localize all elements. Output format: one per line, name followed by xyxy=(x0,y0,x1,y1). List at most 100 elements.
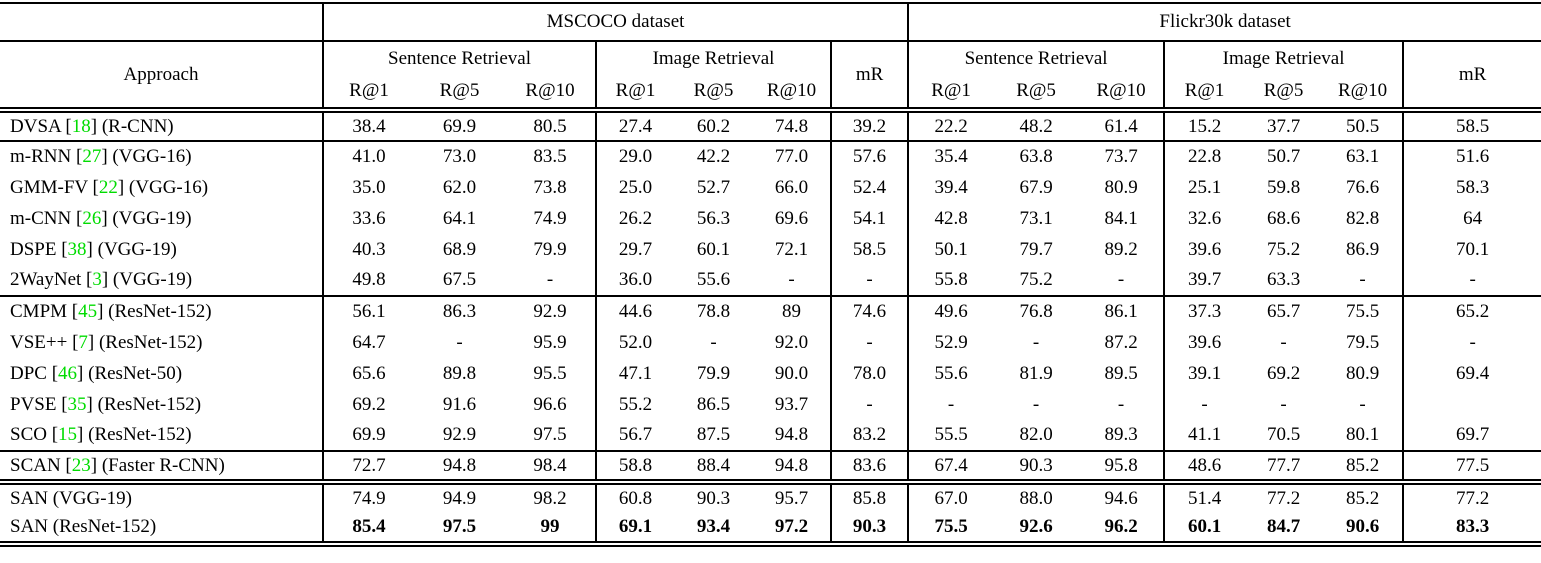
value-cell: 85.2 xyxy=(1323,482,1405,513)
value-cell: 48.6 xyxy=(1164,451,1245,485)
value-cell: - xyxy=(710,331,717,353)
approach-name: ] (ResNet-152) xyxy=(86,393,202,415)
approach-name: 2WayNet [ xyxy=(10,269,93,290)
value-cell: - xyxy=(831,265,910,297)
value-cell: 39.2 xyxy=(831,110,910,142)
value-cell: 80.1 xyxy=(1323,420,1405,452)
value-cell: 69.7 xyxy=(1403,420,1541,452)
value-cell: 82.8 xyxy=(1323,203,1405,234)
value-cell: 39.6 xyxy=(1187,238,1222,260)
value-cell: 90.0 xyxy=(753,358,832,389)
metric-header: R@5 xyxy=(414,75,505,113)
metric-header: R@1 xyxy=(323,75,414,113)
value-cell: 67.9 xyxy=(1019,176,1053,198)
value-cell: 50.7 xyxy=(1266,146,1301,167)
value-cell: 77.2 xyxy=(1266,488,1301,509)
value-cell: 90.3 xyxy=(993,451,1080,485)
approach-cell: CMPM [45] (ResNet-152) xyxy=(0,296,324,327)
value-cell: 98.4 xyxy=(505,451,597,485)
approach-header: Approach xyxy=(0,41,324,113)
value-cell: - xyxy=(753,265,832,297)
table-row: PVSE [35] (ResNet-152) 69.2 91.6 96.6 55.2 86… xyxy=(0,389,1541,420)
approach-name: ] (VGG-19) xyxy=(101,207,192,229)
value-cell: 86.5 xyxy=(696,393,731,415)
value-cell: 74.9 xyxy=(352,488,386,509)
value-cell: 94.6 xyxy=(1079,482,1166,513)
value-cell: 77.5 xyxy=(1403,451,1541,485)
group-header-row: Approach Sentence Retrieval Image Retrie… xyxy=(0,41,1541,113)
approach-name: VSE++ [ xyxy=(10,331,79,353)
dataset-header-mscoco: MSCOCO dataset xyxy=(323,3,910,42)
value-cell: 41.1 xyxy=(1164,420,1245,452)
approach-name: ] (VGG-19) xyxy=(101,269,193,290)
value-cell: 50.5 xyxy=(1323,110,1405,142)
approach-name: m-CNN [ xyxy=(10,207,83,229)
value-cell: 95.9 xyxy=(505,327,597,358)
value-cell: - xyxy=(831,327,910,358)
value-cell: 85.4 xyxy=(352,516,386,537)
metric-header: R@5 xyxy=(1244,75,1324,113)
mscoco-sentence-retrieval-header: Sentence Retrieval xyxy=(323,41,597,75)
value-cell: 60.1 xyxy=(696,238,731,260)
value-cell: - xyxy=(1079,265,1166,297)
value-cell: 39.6 xyxy=(1187,331,1222,353)
value-cell: 90.6 xyxy=(1323,513,1405,544)
approach-cell: DSPE [38] (VGG-19) xyxy=(0,234,324,265)
approach-name: ] (R-CNN) xyxy=(90,115,174,137)
citation-number: 26 xyxy=(82,207,102,229)
value-cell: 65.6 xyxy=(352,362,386,384)
value-cell: 67.5 xyxy=(414,265,505,297)
value-cell: 42.2 xyxy=(696,146,731,167)
results-table: MSCOCO dataset Flickr30k dataset Approac… xyxy=(0,2,1541,547)
value-cell: 83.3 xyxy=(1455,516,1490,537)
value-cell: 50.1 xyxy=(934,238,968,260)
value-cell: 96.2 xyxy=(1079,513,1166,544)
value-cell: 72.7 xyxy=(323,451,414,485)
metric-header: R@5 xyxy=(674,75,753,113)
value-cell: 65.7 xyxy=(1266,301,1301,322)
value-cell: 87.2 xyxy=(1079,327,1166,358)
value-cell: 75.5 xyxy=(934,516,968,537)
value-cell: 39.4 xyxy=(934,176,968,198)
approach-name: ] (ResNet-50) xyxy=(77,362,183,384)
value-cell: 63.1 xyxy=(1323,141,1405,172)
value-cell: 93.7 xyxy=(753,389,832,420)
value-cell: 49.8 xyxy=(323,265,414,297)
approach-name: SAN (VGG-19) xyxy=(10,488,132,509)
value-cell: 67.0 xyxy=(934,488,968,509)
value-cell: 97.5 xyxy=(505,420,597,452)
approach-name: GMM-FV [ xyxy=(10,176,99,198)
value-cell: 79.7 xyxy=(1019,238,1053,260)
value-cell: - xyxy=(947,393,955,415)
approach-cell: SAN (ResNet-152) xyxy=(0,513,324,544)
table-body: DVSA [18] (R-CNN) 38.4 69.9 80.5 27.4 60.2 74.… xyxy=(0,110,1541,544)
value-cell: 73.1 xyxy=(1019,207,1053,229)
value-cell: - xyxy=(1032,393,1040,415)
approach-name: m-RNN [ xyxy=(10,146,83,167)
value-cell: 44.6 xyxy=(618,301,653,322)
approach-cell: m-RNN [27] (VGG-16) xyxy=(0,141,324,172)
value-cell: 97.2 xyxy=(753,513,832,544)
mscoco-image-retrieval-header: Image Retrieval xyxy=(596,41,832,75)
table-row: 2WayNet [3] (VGG-19) 49.8 67.5-36.0 55.6- -5… xyxy=(0,265,1541,297)
value-cell: 64.1 xyxy=(442,207,477,229)
value-cell: 76.6 xyxy=(1323,172,1405,203)
value-cell: 74.6 xyxy=(831,296,910,327)
value-cell: 85.8 xyxy=(831,482,910,513)
value-cell: 74.9 xyxy=(505,203,597,234)
value-cell: 55.6 xyxy=(934,362,968,384)
approach-name: SCAN [ xyxy=(10,454,72,476)
value-cell: 32.6 xyxy=(1187,207,1222,229)
value-cell: 56.1 xyxy=(352,301,386,322)
value-cell: 47.1 xyxy=(618,362,653,384)
value-cell: 73.0 xyxy=(442,146,477,167)
value-cell: 69.4 xyxy=(1455,362,1490,384)
value-cell: 78.8 xyxy=(696,301,731,322)
approach-name: DVSA [ xyxy=(10,115,72,137)
metric-header: R@10 xyxy=(753,75,832,113)
value-cell: 56.7 xyxy=(596,420,674,452)
value-cell: 37.3 xyxy=(1187,301,1222,322)
value-cell: - xyxy=(1403,265,1541,297)
table-row: VSE++ [7] (ResNet-152) 64.7-95.9 52.0-92.0… xyxy=(0,327,1541,358)
value-cell: 83.6 xyxy=(831,451,910,485)
